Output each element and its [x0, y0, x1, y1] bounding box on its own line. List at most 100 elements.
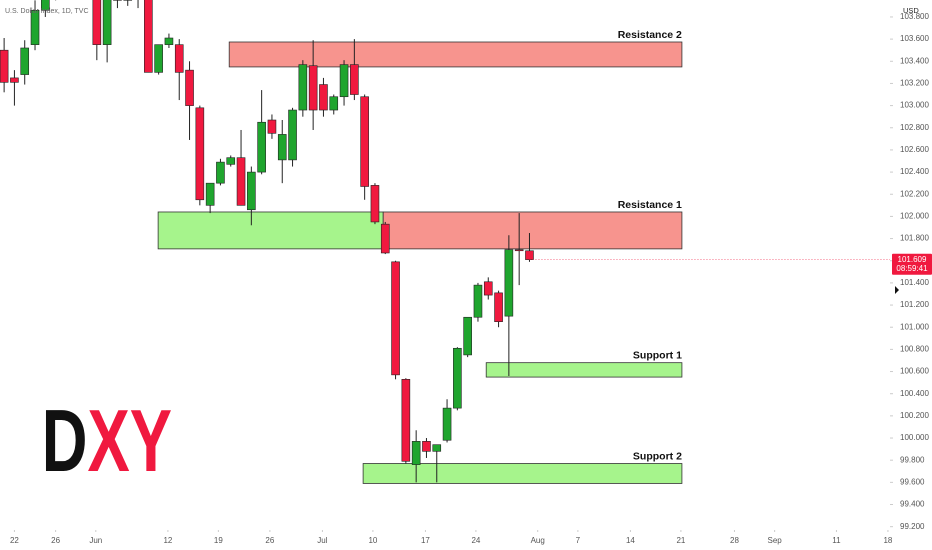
y-tick-label: 100.200	[900, 411, 929, 420]
x-tick-label: 10	[368, 536, 377, 545]
y-tick-label: 102.600	[900, 145, 929, 154]
candle-body	[308, 65, 318, 111]
y-tick-label: 103.000	[900, 101, 929, 110]
symbol: U.S. Dollar Index, 1D, TVC	[5, 8, 89, 15]
watermark-xy: XY	[88, 393, 173, 491]
x-tick-label: Jun	[89, 536, 102, 545]
y-tick-label: 103.400	[900, 56, 929, 65]
watermark-d: D	[42, 393, 88, 491]
x-tick-label: 11	[832, 536, 841, 545]
candle-body	[319, 84, 328, 111]
y-tick-label: 101.000	[900, 322, 929, 331]
candle-body	[525, 250, 534, 260]
x-tick-label: 21	[676, 536, 685, 545]
candle-body	[463, 316, 472, 356]
candle-body	[298, 64, 308, 111]
candle-body	[380, 223, 390, 254]
y-tick-label: 99.200	[900, 522, 925, 531]
scroll-marker	[895, 286, 899, 294]
candle-body	[236, 157, 246, 206]
candle-body	[329, 96, 339, 111]
y-tick-label: 103.200	[900, 79, 929, 88]
candle-body	[226, 157, 236, 165]
y-tick-label: 101.400	[900, 278, 929, 287]
y-tick-label: 100.600	[900, 367, 929, 376]
y-tick-label: 103.600	[900, 34, 929, 43]
zone-label: Support 1	[633, 350, 682, 362]
y-tick-label: 99.400	[900, 500, 925, 509]
currency: USD	[903, 6, 919, 15]
zone-label: Resistance 2	[618, 29, 682, 41]
countdown-label: 08:59:41	[896, 264, 928, 273]
x-tick-label: 17	[421, 536, 430, 545]
candle-body	[257, 121, 266, 173]
candle-body	[205, 182, 215, 206]
last-price-box	[892, 253, 932, 275]
candle-body	[411, 441, 421, 465]
y-tick-label: 102.000	[900, 212, 929, 221]
candle-body	[30, 10, 40, 45]
watermark: DXY	[42, 393, 172, 491]
candle-body	[514, 249, 524, 252]
candle-body	[339, 64, 349, 98]
x-tick-label: Aug	[531, 536, 545, 545]
y-tick-label: 102.400	[900, 167, 929, 176]
x-tick-label: 28	[730, 536, 739, 545]
candle-body	[10, 77, 19, 83]
zone	[362, 463, 683, 484]
x-tick-label: Sep	[768, 536, 783, 545]
plot-area	[0, 0, 683, 484]
candle-body	[247, 171, 256, 211]
x-tick-label: 14	[626, 536, 635, 545]
y-tick-label: 100.800	[900, 344, 929, 353]
y-tick-label: 99.600	[900, 477, 925, 486]
x-tick-label: 7	[576, 536, 581, 545]
candle-body	[102, 0, 112, 45]
candle-body	[350, 64, 359, 95]
candle-body	[483, 281, 493, 296]
candle-body	[277, 134, 287, 161]
x-tick-label: Jul	[317, 536, 327, 545]
candle-body	[473, 284, 483, 318]
y-tick-label: 103.800	[900, 12, 929, 21]
candle-body	[185, 69, 194, 106]
zone	[382, 211, 683, 250]
candle-body	[92, 0, 102, 45]
candle-body	[154, 44, 163, 73]
candle-body	[288, 109, 297, 161]
candle-body	[195, 107, 205, 201]
y-tick-label: 100.000	[900, 433, 929, 442]
candle-body	[504, 249, 514, 317]
x-tick-label: 18	[883, 536, 892, 545]
candle-body	[144, 0, 153, 73]
candle-body	[267, 119, 277, 134]
candle-body	[494, 292, 503, 322]
candle-body	[391, 261, 400, 376]
candle-body	[164, 37, 174, 45]
candle-body	[41, 0, 50, 11]
zone	[485, 362, 683, 378]
candle-body	[453, 347, 462, 409]
zone	[228, 41, 683, 68]
candle-body	[216, 161, 225, 184]
x-tick-label: 19	[214, 536, 223, 545]
candle-body	[432, 444, 442, 452]
x-tick-label: 26	[51, 536, 60, 545]
y-tick-label: 100.400	[900, 389, 929, 398]
candle-body	[370, 185, 380, 223]
zone-label: Resistance 1	[618, 199, 682, 211]
candle-body	[360, 96, 369, 187]
candle-body	[20, 47, 30, 75]
y-tick-label: 102.200	[900, 189, 929, 198]
y-tick-label: 102.800	[900, 123, 929, 132]
x-tick-label: 24	[471, 536, 480, 545]
y-tick-label: 99.800	[900, 455, 925, 464]
candle-body	[422, 441, 431, 452]
last-price-label: 101.609	[898, 255, 927, 264]
candle-body	[401, 378, 411, 462]
y-tick-label: 101.200	[900, 300, 929, 309]
x-tick-label: 26	[265, 536, 274, 545]
zone	[157, 211, 384, 250]
candle-body	[442, 407, 452, 441]
